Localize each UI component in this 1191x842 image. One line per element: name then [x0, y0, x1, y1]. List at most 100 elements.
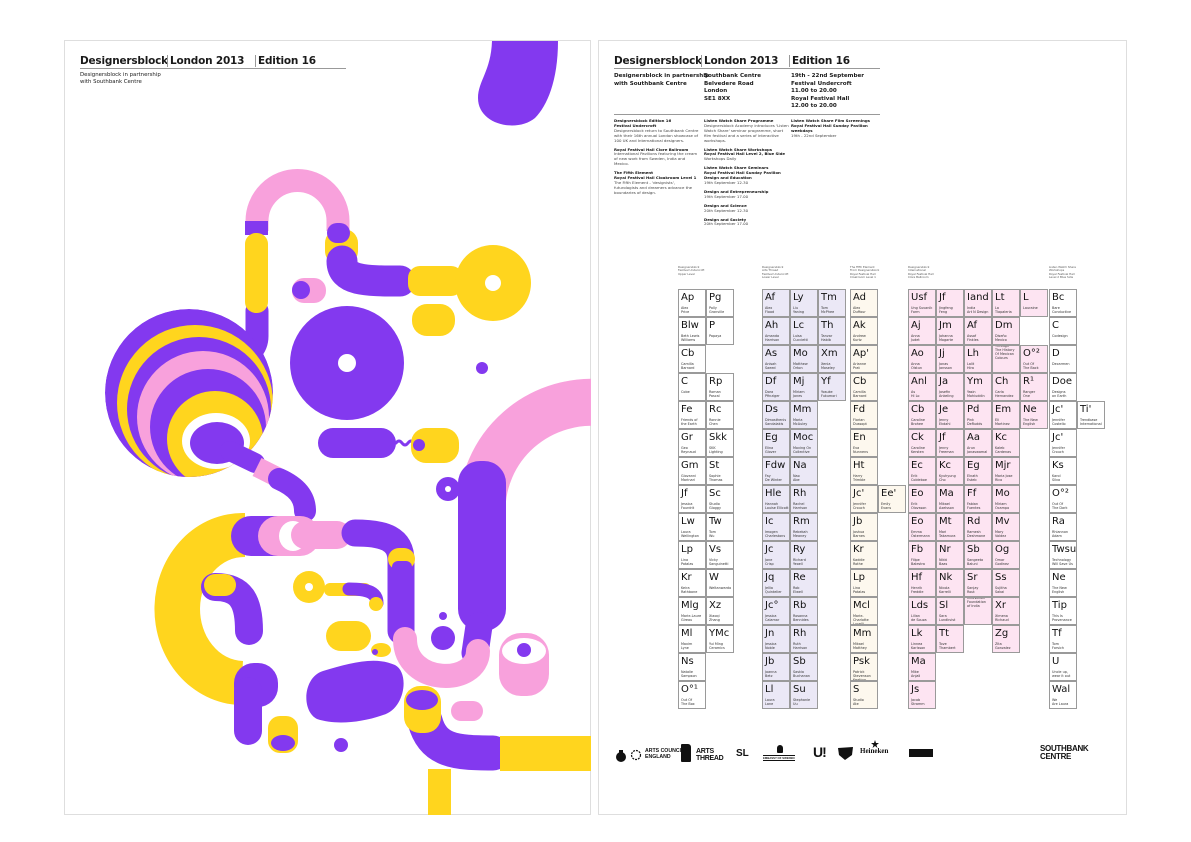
designer-name: Jennifer Costello — [1052, 418, 1066, 426]
right-header: Designersblock London 2013 Edition 16 — [614, 55, 880, 69]
designer-symbol: Dm — [995, 320, 1013, 331]
table-section-caption: The Fifth Element From Designersblock Ro… — [850, 265, 880, 280]
spring — [394, 439, 416, 447]
designer-name: Stephanie Uu — [793, 698, 811, 706]
designer-cell: Kr Keira Rathbone — [678, 569, 706, 597]
designer-symbol: L — [1023, 292, 1029, 303]
designer-cell: Cb Camilla Barnard — [678, 345, 706, 373]
designer-name: Natalie Sampson — [681, 670, 697, 678]
designer-symbol: Vs — [709, 544, 722, 555]
designer-cell: Sb Saskia Buchanan — [790, 653, 818, 681]
designer-name: Imogen Charlestons — [765, 530, 786, 538]
purple-pill — [318, 428, 396, 458]
designer-symbol: Jf — [939, 292, 946, 303]
designer-name: Jellia Quintelier — [765, 586, 782, 594]
designer-cell: Ao Anna Olstun — [908, 345, 936, 373]
info-entry-text: 19th September 17.00 — [704, 193, 749, 199]
designer-name: Technology Will Save Us — [1052, 558, 1073, 566]
designer-symbol: Ic — [765, 516, 774, 527]
designer-cell: Fdw Fay De Winter — [762, 457, 790, 485]
designer-name: Jennifer Crouch — [1052, 446, 1065, 454]
designer-symbol: Lds — [911, 600, 929, 611]
designer-cell: Iand India Art N Design — [964, 289, 992, 317]
designer-cell: Zg Zita Gonzalez — [992, 625, 1020, 653]
designer-symbol: Rm — [793, 516, 810, 527]
designer-name: As Hi Lo — [911, 390, 920, 398]
designer-name: This Is Provenance — [1052, 614, 1072, 622]
designer-name: Johanna Mogarte — [939, 334, 954, 342]
designer-cell: Ds Dimosthenis Sandalakis — [762, 401, 790, 429]
designer-cell: Og Omar Godinez — [992, 541, 1020, 569]
designer-symbol: Cb — [853, 376, 867, 387]
designer-name: Lilian de Souza — [911, 614, 927, 622]
designer-cell: Ja Josefin Ankeling — [936, 373, 964, 401]
designer-symbol: Lt — [995, 292, 1005, 303]
designer-cell: Jc' Jennifer Crouch — [850, 485, 878, 513]
crown-emblem — [777, 745, 783, 753]
arts-thread-logo: ARTS THREAD — [696, 748, 724, 762]
designer-symbol: Fb — [911, 544, 924, 555]
lottery-logo — [616, 750, 626, 762]
designer-symbol: Bc — [1052, 292, 1065, 303]
info-entry-title: Design and Society — [704, 216, 747, 222]
designer-name: Joanna Betz — [765, 670, 777, 678]
designer-name: Keira Rathbone — [681, 586, 698, 594]
designer-name: Xenia Moseley — [821, 362, 835, 370]
info-entry-title: Design and Science — [704, 202, 747, 208]
designer-symbol: Jb — [853, 516, 863, 527]
left-header: Designersblock London 2013 Edition 16 — [80, 55, 346, 69]
designer-symbol: Cb — [681, 348, 695, 359]
designer-cell: Na Nao Abe — [790, 457, 818, 485]
designer-name: Out Of The Box — [681, 698, 695, 706]
designer-symbol: Mo — [793, 348, 808, 359]
designer-name: Jane Crisp — [765, 558, 774, 566]
designer-name: Maria Jose Rico — [995, 474, 1013, 482]
designer-cell: Lk Linnea Karlsson — [908, 625, 936, 653]
designer-symbol: Kr — [681, 572, 692, 583]
designer-name: Sara Lundkvist — [939, 614, 956, 622]
designer-name: Lalit Hira — [967, 362, 975, 370]
designer-name: Dimosthenis Sandalakis — [765, 418, 787, 426]
designer-cell: Su Stephanie Uu — [790, 681, 818, 709]
info-entry: Listen Watch Share Seminars Royal Festiv… — [704, 165, 790, 186]
designer-cell: Ap' Arianne Prat — [850, 345, 878, 373]
designer-cell: As Anisah Saeed — [762, 345, 790, 373]
designer-name: Roman Pascal — [709, 390, 721, 398]
diagonal-pipe — [220, 441, 265, 473]
designer-symbol: Ec — [911, 460, 923, 471]
designer-cell: Doe Designs on Earth — [1049, 373, 1077, 401]
yellow-connector — [408, 266, 463, 296]
designer-name: Jacob Stramm — [911, 698, 925, 706]
designer-name: Nikki Baas — [939, 558, 948, 566]
designer-symbol: Twsu — [1052, 544, 1077, 555]
info-entry-title: Listen Watch Share Seminars Royal Festiv… — [704, 165, 781, 181]
designer-symbol: Em — [995, 404, 1012, 415]
designer-cell: Mv Mary Valdez — [992, 513, 1020, 541]
designer-cell: Jq Jellia Quintelier — [762, 569, 790, 597]
designer-symbol: Aa — [967, 432, 980, 443]
designer-cell: Pg Polly Granville — [706, 289, 734, 317]
designer-symbol: Tf — [1052, 628, 1062, 639]
designer-name: Saskia Buchanan — [793, 670, 810, 678]
designer-symbol: O°¹ — [681, 684, 698, 695]
designer-cell: Df Dora Pfinziger — [762, 373, 790, 401]
designer-cell: Ma Mikael Axelsson — [936, 485, 964, 513]
edition-title: Edition 16 — [789, 55, 850, 67]
designer-cell: Ml Maxim Lyne — [678, 625, 706, 653]
designer-symbol: Th — [821, 320, 834, 331]
info-entry: The Fifth Element Royal Festival Hall Cl… — [614, 170, 700, 196]
info-entry-text: 20th September 12.30 — [704, 207, 749, 213]
designer-name: Jenny Ekdahl — [939, 418, 951, 426]
designer-name: Arun Janaswamal — [967, 446, 988, 454]
designer-name: Erik Coldeboe — [911, 474, 927, 482]
designer-cell: Eg Elina Glover — [762, 429, 790, 457]
designer-symbol: Jf — [939, 432, 946, 443]
designer-cell: Ry Richard Yeoell — [790, 541, 818, 569]
designer-symbol: Kr — [853, 544, 864, 555]
designer-symbol: Ks — [1052, 460, 1064, 471]
designer-symbol: Lp — [681, 544, 693, 555]
designer-cell: Kr Kaddie Rothe — [850, 541, 878, 569]
designer-symbol: Kc — [939, 460, 952, 471]
designer-cell: Blw Beth Lewis Williams — [678, 317, 706, 345]
designer-name: Ranger One — [1023, 390, 1036, 398]
